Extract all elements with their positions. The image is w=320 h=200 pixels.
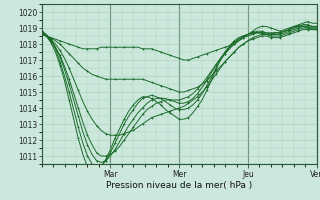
X-axis label: Pression niveau de la mer( hPa ): Pression niveau de la mer( hPa ) xyxy=(106,181,252,190)
